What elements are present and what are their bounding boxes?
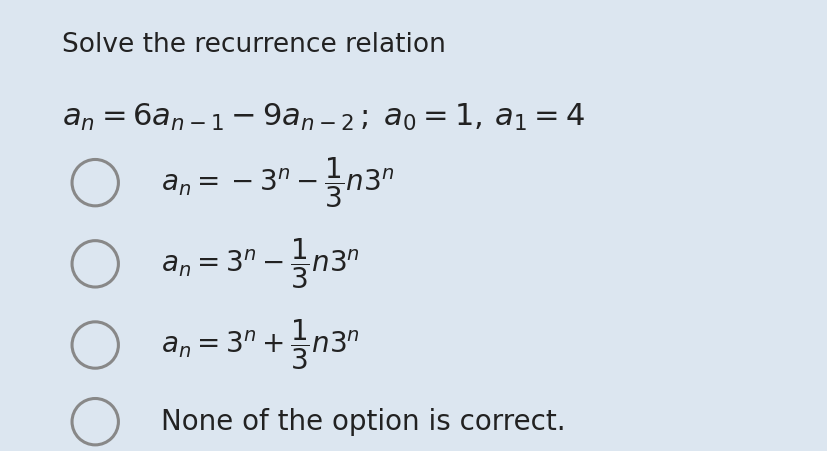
Text: $a_n = 3^n + \dfrac{1}{3}n3^n$: $a_n = 3^n + \dfrac{1}{3}n3^n$ — [161, 318, 360, 373]
Text: Solve the recurrence relation: Solve the recurrence relation — [62, 32, 446, 58]
Text: $a_n = 3^n - \dfrac{1}{3}n3^n$: $a_n = 3^n - \dfrac{1}{3}n3^n$ — [161, 236, 360, 291]
Text: None of the option is correct.: None of the option is correct. — [161, 408, 566, 436]
Text: $a_n = 6a_{n-1} - 9a_{n-2}\,;\; a_0 = 1,\, a_1 = 4$: $a_n = 6a_{n-1} - 9a_{n-2}\,;\; a_0 = 1,… — [62, 101, 584, 133]
Text: $a_n = -3^n - \dfrac{1}{3}n3^n$: $a_n = -3^n - \dfrac{1}{3}n3^n$ — [161, 155, 394, 210]
